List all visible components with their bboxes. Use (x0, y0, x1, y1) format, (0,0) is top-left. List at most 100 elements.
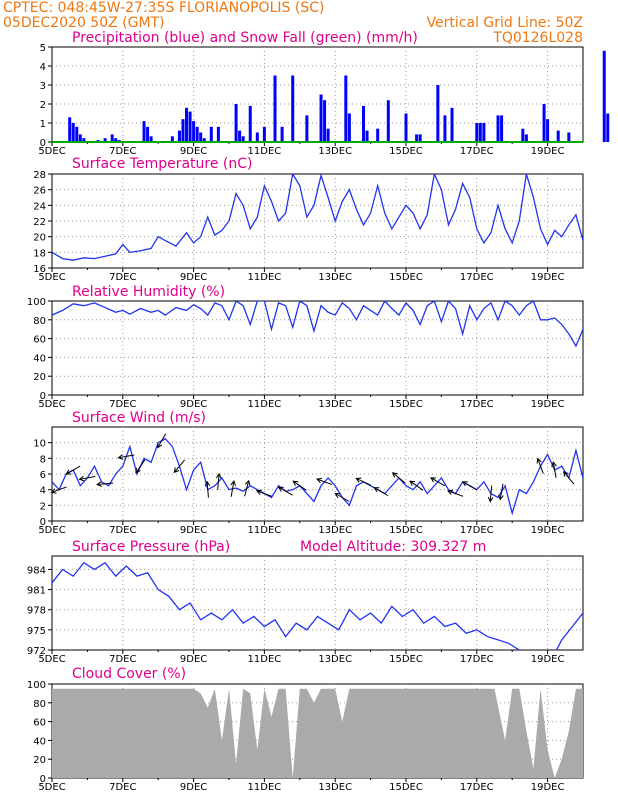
wind-arrow (230, 480, 235, 497)
precip-bar (234, 104, 238, 142)
cloud-ytick-label: 0 (40, 774, 46, 785)
wind-arrow-head (96, 481, 102, 487)
wind-xtick-label: 7DEC (109, 525, 136, 536)
precip-bar (500, 115, 504, 142)
wind-arrow-head (135, 467, 141, 474)
wind-arrow (256, 490, 273, 497)
wind-arrow (537, 458, 544, 474)
rh-xtick-label: 9DEC (180, 399, 207, 410)
wind-panel: Surface Wind (m/s) 5DEC 7DEC 9DEC 11DEC 13DE… (33, 410, 584, 536)
wind-arrow (173, 459, 185, 473)
precip-bar (521, 128, 525, 142)
humidity-panel: Relative Humidity (%) 5DEC 7DEC 9DEC 11DEC 1… (27, 284, 584, 410)
temperature-panel: Surface Temperature (nC) 5DEC 7DEC 9DEC 11D… (33, 156, 584, 283)
precip-xtick-label: 7DEC (109, 146, 136, 157)
pres-xtick-label: 11DEC (248, 654, 282, 665)
wind-xtick-label: 13DEC (318, 525, 352, 536)
wind-ytick-label: 2 (40, 501, 46, 512)
wind-arrow (499, 483, 504, 500)
temp-ytick-label: 24 (33, 201, 46, 212)
temp-xtick-label: 19DEC (531, 272, 565, 283)
wind-ytick-label: 4 (40, 486, 46, 497)
precip-ytick-label: 4 (40, 62, 46, 73)
rh-ytick-label: 100 (27, 297, 46, 308)
pressure-panel: Surface Pressure (hPa) Model Altitude: 3… (27, 539, 584, 665)
pres-xtick-label: 7DEC (109, 654, 136, 665)
precip-bar (496, 115, 500, 142)
cloud-ytick-label: 60 (33, 718, 46, 729)
cloud-xtick-label: 9DEC (180, 782, 207, 793)
cloud-ytick-label: 100 (27, 680, 46, 691)
precip-bar (170, 136, 174, 142)
precip-bar (78, 134, 82, 142)
precip-bar (202, 138, 206, 142)
wind-ytick-label: 6 (40, 470, 46, 481)
pres-ytick-label: 984 (27, 565, 46, 576)
temperature-title: Surface Temperature (nC) (72, 156, 253, 172)
cloud-cover-panel: Cloud Cover (%) 5DEC 7DEC 9DEC 11DEC 13DEC 15… (27, 666, 584, 793)
precip-xtick-label: 17DEC (460, 146, 494, 157)
wind-xtick-label: 11DEC (248, 525, 282, 536)
wind-arrow-head (447, 489, 454, 495)
temp-ytick-label: 20 (33, 233, 46, 244)
precip-bar (365, 130, 369, 142)
wind-arrow (335, 493, 350, 502)
cloud-xtick-label: 15DEC (389, 782, 423, 793)
precip-bar (567, 132, 571, 142)
precip-bar (75, 126, 79, 142)
precip-bar (192, 121, 196, 142)
wind-arrow-head (316, 477, 323, 484)
precip-bar (262, 126, 266, 142)
wind-ytick-label: 8 (40, 454, 46, 465)
wind-xtick-label: 19DEC (531, 525, 565, 536)
cloud-xtick-label: 7DEC (109, 782, 136, 793)
wind-arrow (278, 486, 293, 496)
wind-arrow-head (173, 467, 180, 474)
rh-line (52, 301, 583, 348)
cloud-xtick-label: 13DEC (318, 782, 352, 793)
precip-bar (199, 132, 203, 142)
precip-bar (142, 121, 146, 142)
wind-arrow (374, 487, 389, 497)
pres-xtick-label: 5DEC (38, 654, 65, 665)
wind-arrow (563, 471, 575, 485)
precip-bar (546, 119, 550, 142)
wind-arrow-head (536, 457, 542, 464)
temp-xtick-label: 9DEC (180, 272, 207, 283)
precip-bar (415, 134, 419, 142)
wind-arrow (51, 486, 67, 493)
temp-xtick-label: 11DEC (248, 272, 282, 283)
precip-bar (181, 119, 185, 142)
wind-arrow-head (430, 477, 436, 483)
pres-xtick-label: 9DEC (180, 654, 207, 665)
precip-bar (68, 117, 72, 142)
wind-line (52, 437, 583, 516)
wind-arrow-head (65, 469, 72, 475)
pres-ytick-label: 978 (27, 606, 46, 617)
pres-xtick-label: 13DEC (318, 654, 352, 665)
precip-xtick-label: 5DEC (38, 146, 65, 157)
header-line-2: 05DEC2020 50Z (GMT) (3, 15, 165, 31)
precip-bar (606, 113, 610, 142)
precipitation-panel: Precipitation (blue) and Snow Fall (gree… (38, 30, 610, 157)
rh-xtick-label: 5DEC (38, 399, 65, 410)
wind-arrow-head (78, 475, 85, 482)
temp-xtick-label: 17DEC (460, 272, 494, 283)
precip-bar (149, 136, 153, 142)
wind-arrow-head (215, 472, 222, 479)
pres-ytick-label: 981 (27, 586, 46, 597)
wind-arrow (462, 481, 477, 491)
wind-arrow (118, 454, 135, 459)
rh-xtick-label: 13DEC (318, 399, 352, 410)
temp-xtick-label: 5DEC (38, 272, 65, 283)
precip-bar (195, 126, 199, 142)
cloud-xtick-label: 5DEC (38, 782, 65, 793)
wind-arrow (135, 459, 146, 474)
precip-bar (524, 134, 528, 142)
cloud-ytick-label: 80 (33, 699, 46, 710)
pressure-title: Surface Pressure (hPa) (72, 539, 230, 555)
precipitation-title: Precipitation (blue) and Snow Fall (gree… (72, 30, 418, 46)
temp-xtick-label: 7DEC (109, 272, 136, 283)
precip-bar (362, 105, 366, 142)
